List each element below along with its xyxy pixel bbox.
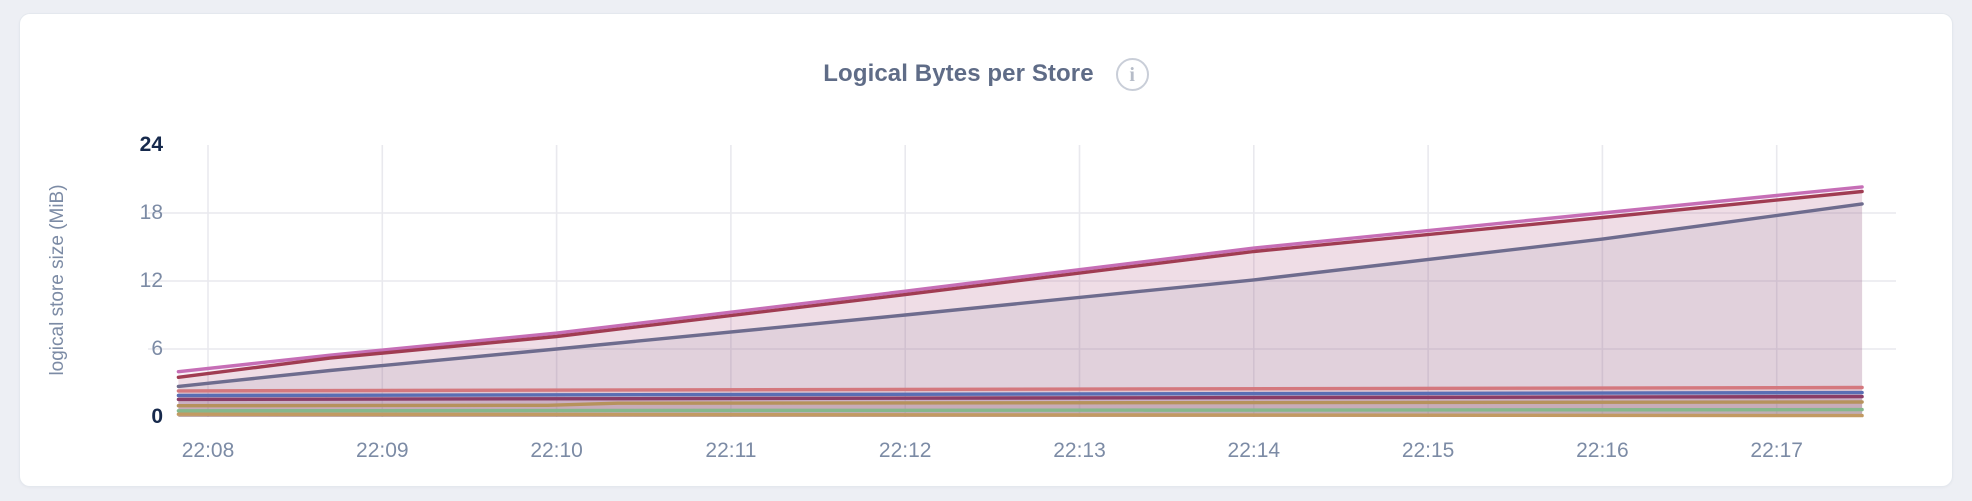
line-series-1 — [176, 185, 1864, 374]
x-tick-label: 22:13 — [1053, 439, 1106, 462]
y-axis-title: logical store size (MiB) — [47, 184, 68, 376]
line-series-2 — [176, 189, 1864, 379]
line-series-7 — [176, 400, 1864, 408]
line-series-3 — [176, 202, 1864, 389]
info-icon[interactable]: i — [1115, 57, 1149, 91]
y-tick-label: 0 — [151, 405, 163, 428]
x-tick-label: 22:12 — [878, 439, 932, 462]
y-tick-label: 24 — [139, 133, 163, 156]
x-tick-label: 22:17 — [1750, 439, 1803, 462]
line-series-4 — [176, 385, 1864, 393]
x-tick-label: 22:16 — [1576, 439, 1629, 462]
line-series-9 — [176, 412, 1864, 418]
y-tick-label: 6 — [151, 337, 163, 360]
line-series-8 — [176, 407, 1864, 413]
line-series-6 — [176, 394, 1864, 402]
x-tick-label: 22:15 — [1401, 439, 1455, 462]
y-tick-label: 18 — [139, 201, 163, 224]
x-tick-label: 22:14 — [1227, 439, 1281, 462]
x-tick-label: 22:10 — [530, 439, 583, 462]
x-tick-label: 22:11 — [705, 439, 757, 462]
y-tick-label: 12 — [139, 269, 163, 292]
chart-card: Logical Bytes per Store i logical store … — [19, 13, 1953, 487]
line-series-5 — [176, 390, 1864, 398]
x-tick-label: 22:09 — [356, 439, 409, 462]
chart-header: Logical Bytes per Store i — [20, 54, 1952, 94]
chart-title: Logical Bytes per Store — [823, 60, 1094, 87]
area-fill-series-3 — [178, 203, 1863, 417]
x-tick-label: 22:08 — [181, 439, 235, 462]
